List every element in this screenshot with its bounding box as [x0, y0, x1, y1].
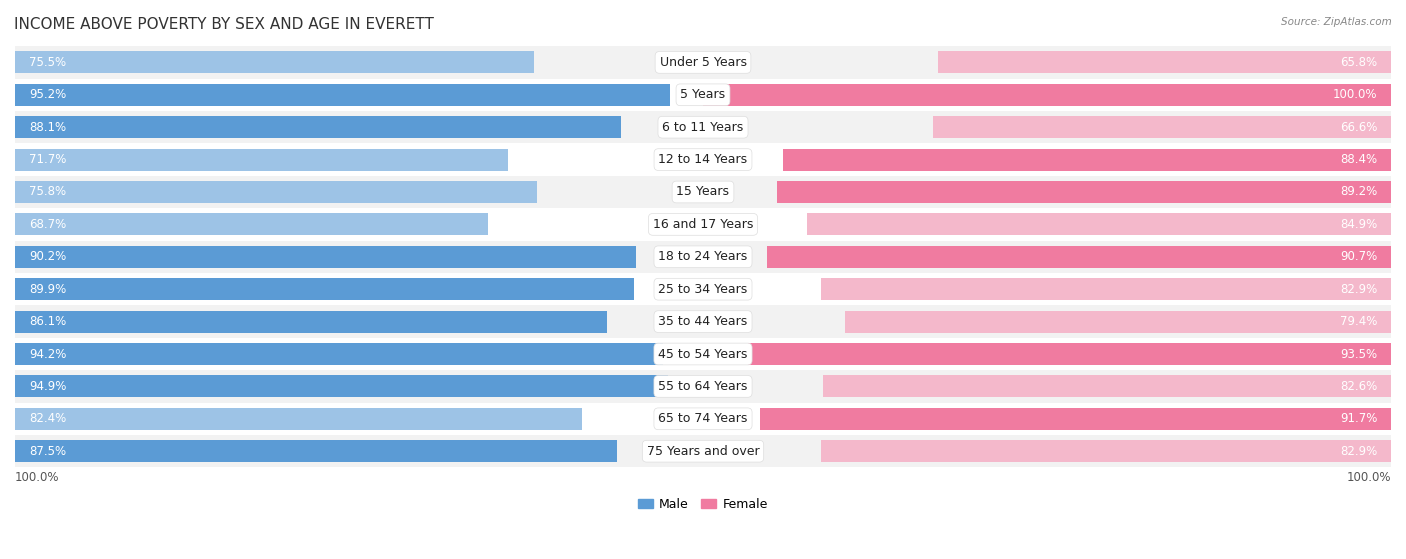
Bar: [15, 144, 1391, 176]
Text: 90.7%: 90.7%: [1340, 250, 1378, 263]
Bar: [15, 278, 634, 300]
Text: 84.9%: 84.9%: [1340, 218, 1378, 231]
Bar: [768, 246, 1391, 268]
Bar: [15, 79, 1391, 111]
Bar: [821, 440, 1391, 462]
Bar: [15, 246, 636, 268]
Bar: [15, 338, 1391, 370]
Bar: [15, 149, 509, 170]
Bar: [703, 84, 1391, 106]
Bar: [783, 149, 1391, 170]
Text: 89.9%: 89.9%: [28, 283, 66, 296]
Bar: [821, 278, 1391, 300]
Text: INCOME ABOVE POVERTY BY SEX AND AGE IN EVERETT: INCOME ABOVE POVERTY BY SEX AND AGE IN E…: [14, 17, 434, 32]
Bar: [932, 116, 1391, 138]
Text: 45 to 54 Years: 45 to 54 Years: [658, 348, 748, 361]
Text: 87.5%: 87.5%: [28, 445, 66, 458]
Text: 79.4%: 79.4%: [1340, 315, 1378, 328]
Text: 25 to 34 Years: 25 to 34 Years: [658, 283, 748, 296]
Text: 71.7%: 71.7%: [28, 153, 66, 166]
Text: 89.2%: 89.2%: [1340, 186, 1378, 198]
Bar: [938, 51, 1391, 73]
Bar: [15, 440, 617, 462]
Text: 90.2%: 90.2%: [28, 250, 66, 263]
Bar: [845, 311, 1391, 333]
Bar: [807, 214, 1391, 235]
Text: 15 Years: 15 Years: [676, 186, 730, 198]
Legend: Male, Female: Male, Female: [633, 492, 773, 516]
Text: 82.4%: 82.4%: [28, 413, 66, 425]
Bar: [15, 343, 664, 365]
Text: 68.7%: 68.7%: [28, 218, 66, 231]
Bar: [15, 116, 621, 138]
Text: 12 to 14 Years: 12 to 14 Years: [658, 153, 748, 166]
Text: 6 to 11 Years: 6 to 11 Years: [662, 121, 744, 134]
Text: 95.2%: 95.2%: [28, 88, 66, 101]
Bar: [15, 181, 537, 203]
Text: 55 to 64 Years: 55 to 64 Years: [658, 380, 748, 393]
Text: 5 Years: 5 Years: [681, 88, 725, 101]
Bar: [15, 402, 1391, 435]
Bar: [15, 84, 671, 106]
Text: 82.9%: 82.9%: [1340, 283, 1378, 296]
Bar: [761, 408, 1391, 430]
Text: 65.8%: 65.8%: [1340, 56, 1378, 69]
Text: 91.7%: 91.7%: [1340, 413, 1378, 425]
Text: 75 Years and over: 75 Years and over: [647, 445, 759, 458]
Bar: [15, 214, 488, 235]
Text: 93.5%: 93.5%: [1340, 348, 1378, 361]
Text: Source: ZipAtlas.com: Source: ZipAtlas.com: [1281, 17, 1392, 27]
Text: 100.0%: 100.0%: [1347, 471, 1391, 484]
Bar: [15, 46, 1391, 79]
Text: 94.2%: 94.2%: [28, 348, 66, 361]
Text: 75.5%: 75.5%: [28, 56, 66, 69]
Text: 100.0%: 100.0%: [1333, 88, 1378, 101]
Bar: [15, 408, 582, 430]
Bar: [15, 208, 1391, 240]
Text: 18 to 24 Years: 18 to 24 Years: [658, 250, 748, 263]
Bar: [778, 181, 1391, 203]
Text: 88.4%: 88.4%: [1340, 153, 1378, 166]
Text: 16 and 17 Years: 16 and 17 Years: [652, 218, 754, 231]
Bar: [15, 51, 534, 73]
Text: 66.6%: 66.6%: [1340, 121, 1378, 134]
Bar: [15, 370, 1391, 402]
Bar: [15, 305, 1391, 338]
Text: 94.9%: 94.9%: [28, 380, 66, 393]
Bar: [15, 176, 1391, 208]
Bar: [823, 376, 1391, 397]
Text: 86.1%: 86.1%: [28, 315, 66, 328]
Text: 82.9%: 82.9%: [1340, 445, 1378, 458]
Text: 75.8%: 75.8%: [28, 186, 66, 198]
Text: 65 to 74 Years: 65 to 74 Years: [658, 413, 748, 425]
Text: 82.6%: 82.6%: [1340, 380, 1378, 393]
Bar: [15, 311, 607, 333]
Bar: [15, 273, 1391, 305]
Bar: [15, 240, 1391, 273]
Text: 35 to 44 Years: 35 to 44 Years: [658, 315, 748, 328]
Text: 100.0%: 100.0%: [15, 471, 59, 484]
Bar: [15, 435, 1391, 467]
Text: 88.1%: 88.1%: [28, 121, 66, 134]
Bar: [15, 376, 668, 397]
Bar: [748, 343, 1391, 365]
Text: Under 5 Years: Under 5 Years: [659, 56, 747, 69]
Bar: [15, 111, 1391, 144]
